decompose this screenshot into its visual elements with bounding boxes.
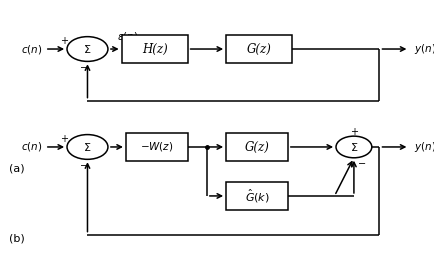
Bar <box>122 35 187 63</box>
Bar <box>226 182 287 210</box>
Text: $\Sigma$: $\Sigma$ <box>83 43 92 55</box>
Text: $\Sigma$: $\Sigma$ <box>349 141 357 153</box>
Text: (a): (a) <box>9 164 24 174</box>
Text: +: + <box>60 36 68 46</box>
Bar <box>226 35 292 63</box>
Text: $c(n)$: $c(n)$ <box>21 140 43 154</box>
Text: G(z): G(z) <box>246 43 271 55</box>
Text: (b): (b) <box>9 234 24 244</box>
Circle shape <box>67 37 108 61</box>
Text: H(z): H(z) <box>141 43 167 55</box>
Text: +: + <box>349 127 357 137</box>
Text: $y(n)$: $y(n)$ <box>413 140 434 154</box>
Text: +: + <box>60 134 68 144</box>
Circle shape <box>67 135 108 159</box>
Bar <box>226 133 287 161</box>
Circle shape <box>335 136 371 158</box>
Text: $y(n)$: $y(n)$ <box>413 42 434 56</box>
Text: $c(n)$: $c(n)$ <box>21 43 43 55</box>
Text: $-W(z)$: $-W(z)$ <box>140 140 173 154</box>
Text: G(z): G(z) <box>244 140 269 154</box>
Text: $-$: $-$ <box>356 157 365 167</box>
Text: $\varepsilon(n)$: $\varepsilon(n)$ <box>117 29 138 43</box>
Text: $\Sigma$: $\Sigma$ <box>83 141 92 153</box>
Text: $\hat{G}(k)$: $\hat{G}(k)$ <box>244 187 269 205</box>
Text: $-$: $-$ <box>79 61 88 71</box>
Bar <box>125 133 187 161</box>
Text: $-$: $-$ <box>79 159 88 169</box>
